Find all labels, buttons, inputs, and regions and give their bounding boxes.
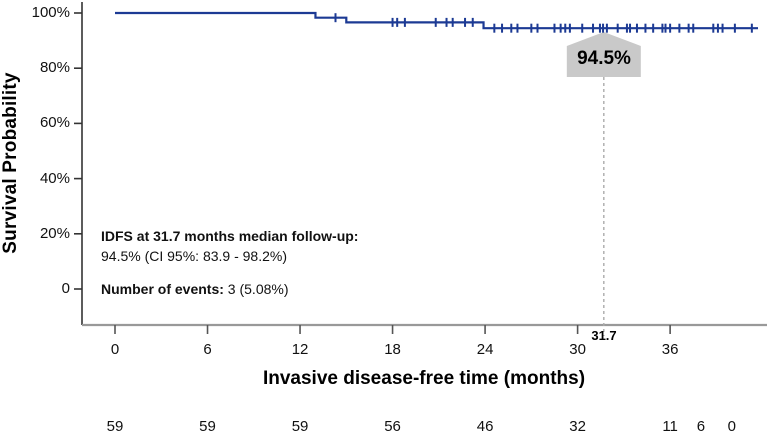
- risk-count: 56: [384, 418, 401, 433]
- y-tick-label: 100%: [31, 4, 70, 21]
- stats-line-events: Number of events: 3 (5.08%): [101, 279, 358, 299]
- y-tick-label: 60%: [39, 114, 70, 132]
- risk-count: 59: [199, 418, 216, 433]
- risk-count: 59: [291, 418, 309, 433]
- y-tick-label: 40%: [39, 169, 70, 187]
- risk-count: 59: [106, 418, 124, 433]
- y-axis-title: Survival Probability: [0, 72, 21, 254]
- x-axis-title: Invasive disease-free time (months): [262, 368, 586, 389]
- risk-count: 0: [727, 418, 736, 433]
- events-value: 3 (5.08%): [223, 281, 289, 297]
- survival-estimate-callout: [566, 32, 641, 77]
- events-label: Number of events:: [101, 281, 224, 297]
- x-tick-label: 24: [476, 341, 494, 358]
- stats-block: IDFS at 31.7 months median follow-up: 94…: [101, 226, 358, 299]
- x-tick-label: 12: [291, 341, 309, 358]
- x-tick-label: 0: [110, 341, 120, 358]
- x-tick-label: 18: [384, 341, 401, 358]
- y-tick-label: 20%: [39, 224, 70, 242]
- y-tick-label: 80%: [39, 59, 70, 77]
- survival-estimate-callout-label: 94.5%: [577, 48, 631, 69]
- median-followup-tick-label: 31.7: [591, 328, 617, 343]
- risk-count: 32: [569, 418, 586, 433]
- stats-line-ci: 94.5% (CI 95%: 83.9 - 98.2%): [101, 248, 287, 264]
- x-tick-label: 36: [661, 341, 679, 358]
- stats-line-idfs: IDFS at 31.7 months median follow-up:: [101, 228, 359, 244]
- y-tick-label: 0: [61, 280, 70, 297]
- km-survival-curve: [115, 11, 759, 30]
- risk-count: 6: [696, 418, 706, 433]
- x-tick-label: 30: [569, 341, 586, 358]
- risk-count: 46: [476, 418, 494, 433]
- x-tick-label: 6: [203, 341, 212, 358]
- risk-count: 11: [662, 418, 678, 433]
